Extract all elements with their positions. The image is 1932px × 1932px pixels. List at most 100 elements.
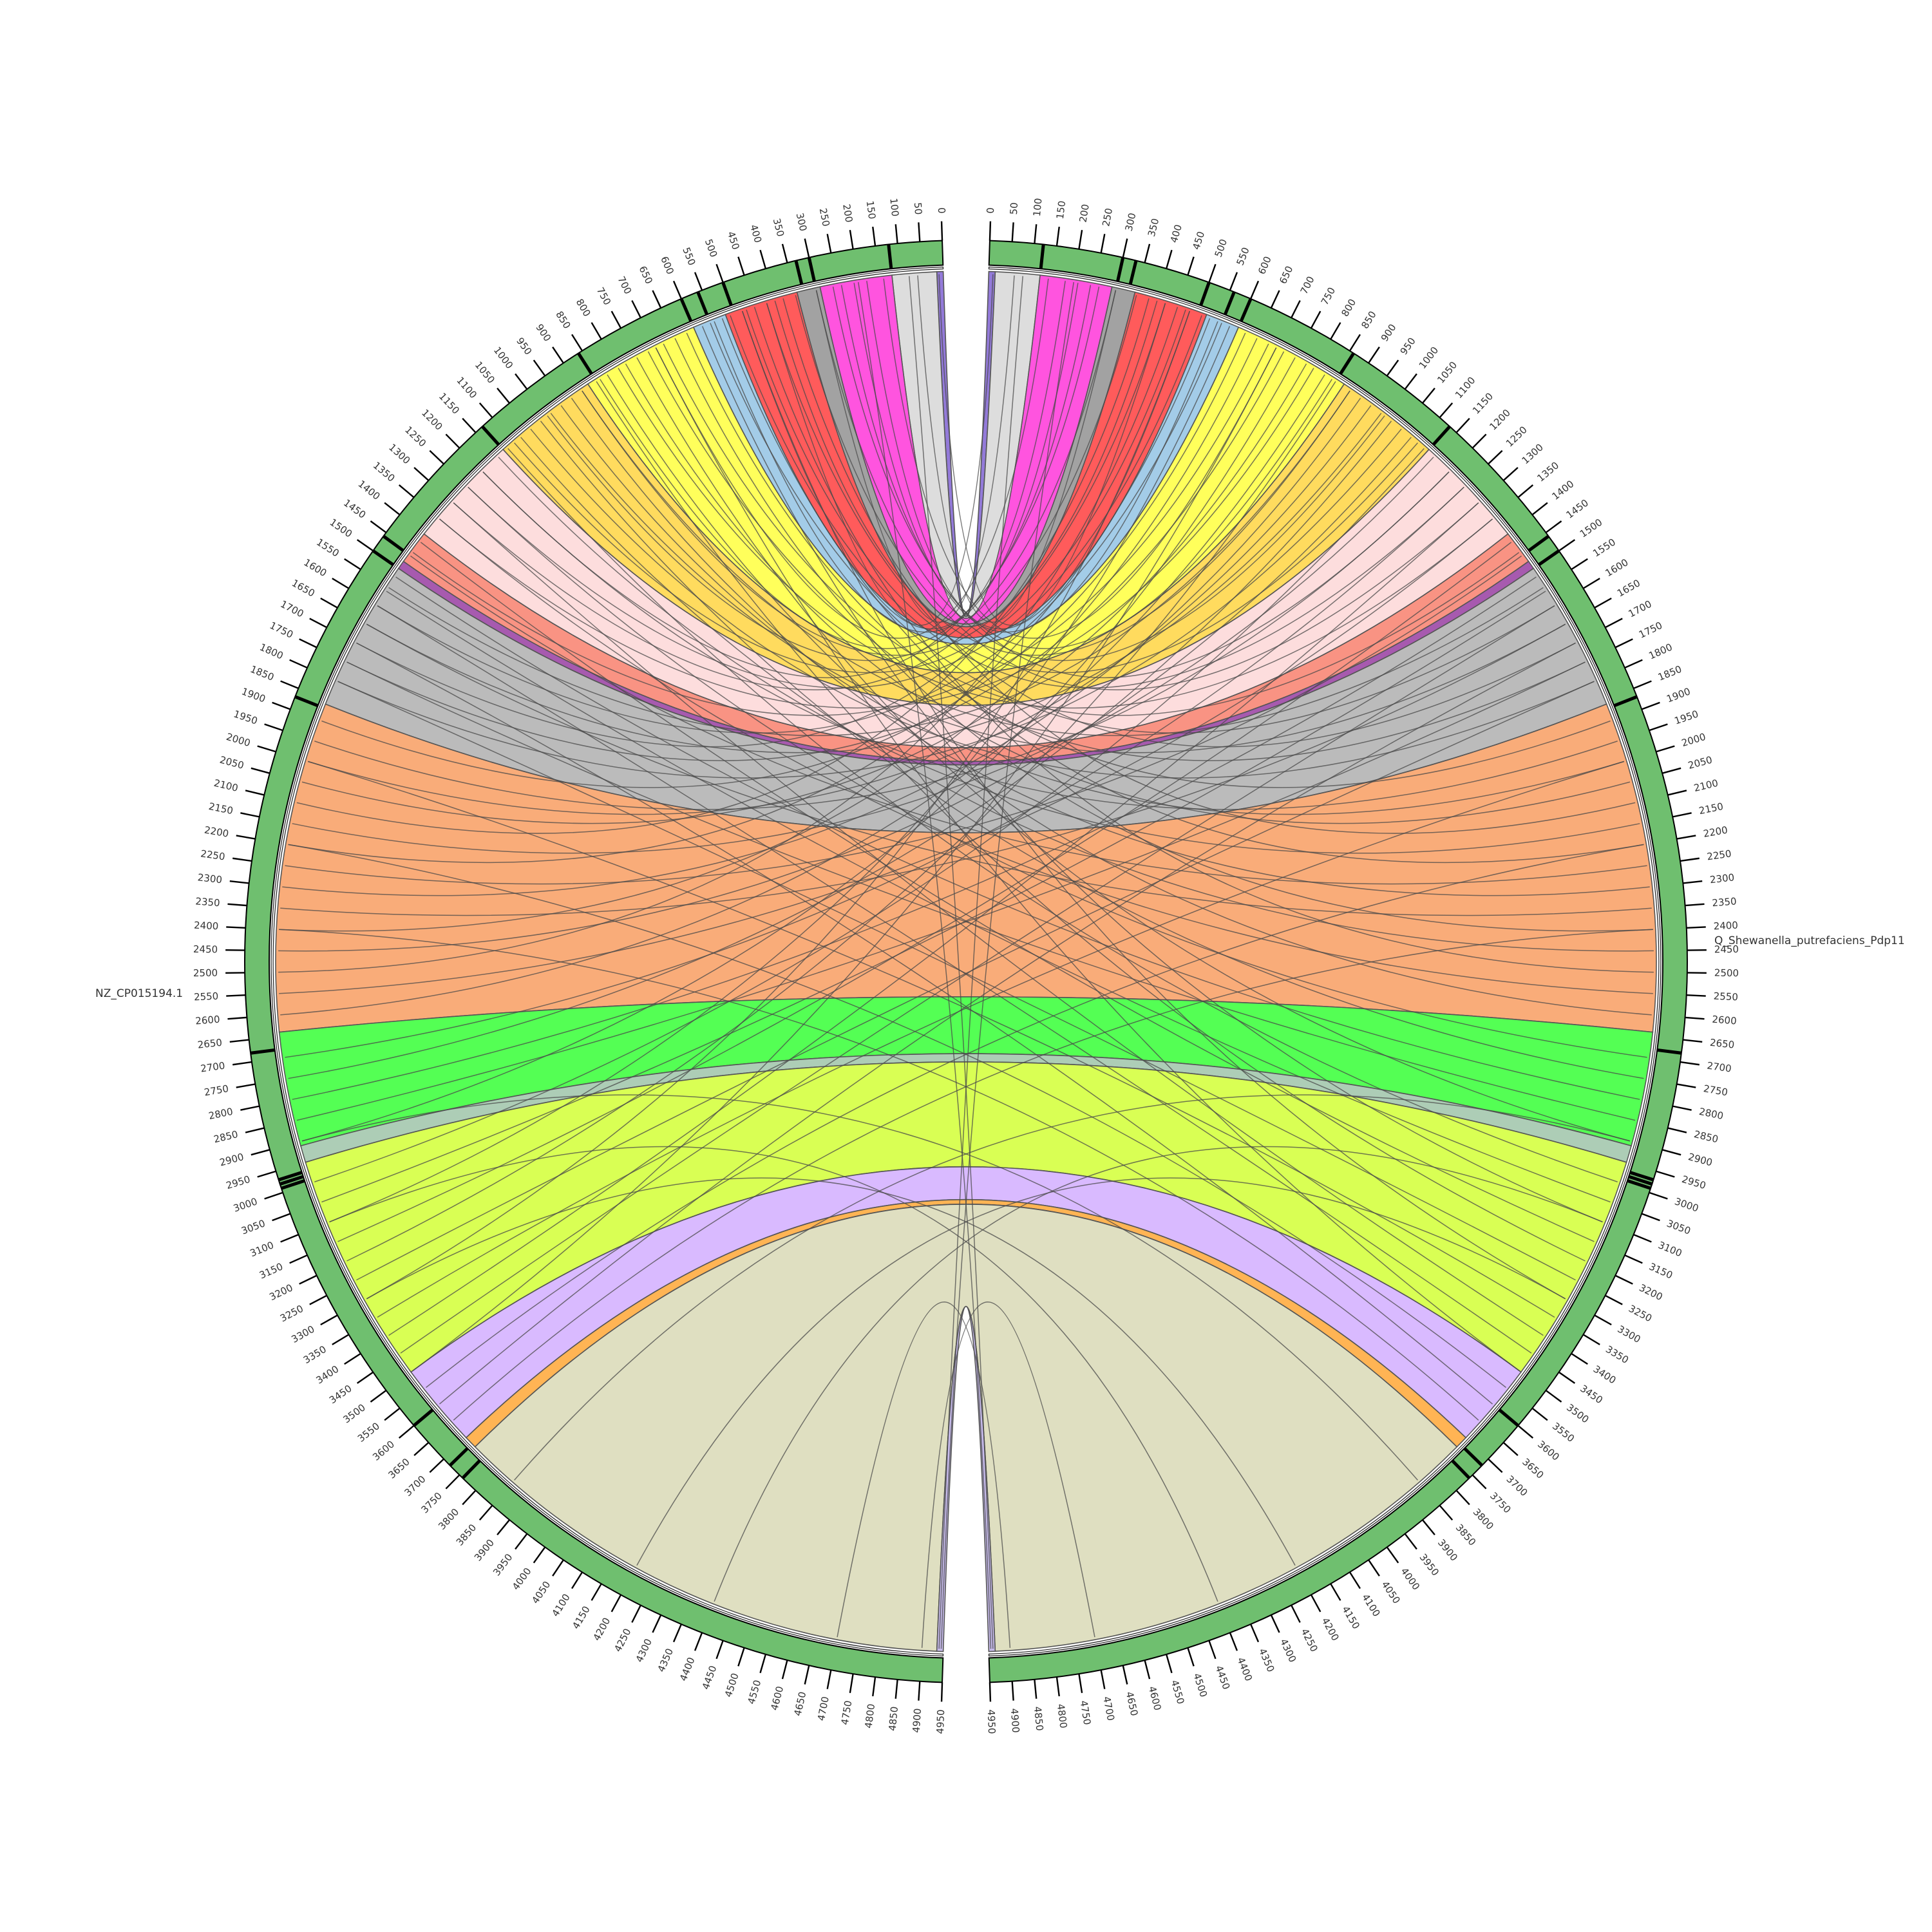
tick-label: 800 [1339,297,1358,319]
tick-label: 1850 [1656,663,1683,683]
tick-mark [226,994,246,997]
link-line [582,300,1158,656]
tick-label: 4700 [815,1696,831,1722]
link-line [721,318,1644,864]
link-line [420,542,1595,1242]
tick-mark [1517,1425,1534,1439]
tick-mark [1078,230,1083,250]
tick-label: 0 [936,207,947,214]
tick-mark [715,1640,724,1660]
tick-label: 1650 [290,577,317,599]
tick-label: 3950 [1417,1551,1441,1578]
tick-label: 2200 [204,824,230,840]
tick-label: 3000 [232,1195,259,1214]
tick-label: 1900 [1665,685,1692,705]
tick-mark [240,812,260,818]
tick-mark [1615,638,1633,649]
tick-label: 2600 [1712,1014,1737,1027]
tick-label: 550 [1234,246,1251,267]
tick-mark [1422,387,1435,404]
tick-label: 3850 [1454,1522,1479,1548]
tick-mark [1078,1673,1083,1693]
tick-mark [1641,701,1660,710]
link-line [741,281,1066,630]
tick-label: 1300 [1520,441,1546,466]
tick-mark [1011,222,1014,242]
link-line [686,332,1611,788]
tick-label: 3550 [355,1420,382,1444]
tick-label: 2300 [197,871,223,886]
tick-mark [232,1061,252,1066]
link-line [730,315,1464,688]
tick-mark [1229,1632,1238,1651]
tick-label: 4150 [570,1604,592,1631]
tick-mark [1605,618,1623,629]
tick-label: 50 [1008,202,1020,215]
tick-mark [715,263,724,283]
tick-label: 4200 [591,1616,612,1643]
tick-mark [478,402,493,419]
tick-mark [497,1519,510,1536]
link-line [714,283,1079,633]
tick-label: 4100 [549,1592,573,1619]
tick-label: 200 [1077,204,1092,223]
tick-mark [781,243,788,263]
tick-mark [1386,359,1399,377]
tick-mark [1310,310,1321,329]
tick-mark [1676,835,1696,840]
tick-mark [1672,812,1692,818]
tick-label: 2050 [1687,754,1714,772]
link-line [282,397,1361,896]
tick-label: 300 [1123,212,1139,232]
tick-mark [694,1632,703,1651]
sequence-label-right: Q_Shewanella_putrefaciens_Pdp11 [1714,934,1905,947]
tick-label: 2400 [1713,920,1738,933]
tick-label: 2550 [1713,990,1738,1003]
tick-label: 1550 [1591,536,1618,560]
tick-label: 650 [637,264,655,286]
tick-mark [759,1654,766,1674]
tick-mark [1187,256,1195,276]
tick-label: 3450 [1578,1383,1605,1406]
tick-mark [1582,1334,1600,1345]
link-line [366,623,1652,916]
link-line [636,357,1631,1142]
tick-mark [320,1314,338,1326]
segment-boundary [1463,1447,1484,1467]
tick-label: 3300 [289,1323,316,1345]
tick-label: 3150 [1647,1261,1674,1282]
tick-mark [229,1039,249,1043]
link-line [366,1177,1296,1566]
tick-mark [1624,659,1643,669]
tick-mark [1144,243,1151,263]
tick-label: 1350 [371,459,397,484]
tick-label: 4550 [1169,1679,1187,1706]
link-line [774,300,1350,656]
link-line [356,642,1493,1405]
tick-label: 4950 [985,1709,998,1734]
tick-mark [552,1559,564,1577]
tick-label: 1300 [386,441,412,466]
tick-mark [1250,280,1260,299]
tick-label: 2250 [1706,848,1732,862]
link-line [288,421,1392,1079]
tick-mark [1656,1170,1675,1178]
tick-label: 4350 [1256,1647,1277,1674]
tick-label: 950 [1398,336,1418,357]
tick-mark [1250,1624,1260,1643]
tick-mark [804,1665,810,1685]
link-line [356,303,1166,748]
tick-label: 3150 [258,1261,285,1282]
tick-label: 4200 [1320,1616,1341,1643]
tick-label: 1900 [240,685,267,705]
tick-label: 400 [1168,223,1184,245]
segment-boundary [1451,1459,1471,1479]
tick-mark [289,659,308,669]
tick-label: 4650 [792,1690,809,1717]
tick-label: 1950 [1673,708,1700,726]
tick-mark [1633,680,1652,690]
tick-mark [1667,1127,1687,1133]
tick-mark [737,256,745,276]
tick-mark [515,373,528,390]
